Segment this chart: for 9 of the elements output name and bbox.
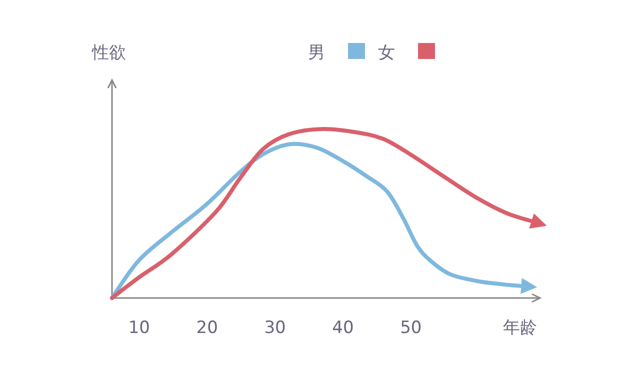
x-tick-label: 50 bbox=[400, 318, 422, 338]
y-axis-title: 性欲 bbox=[91, 43, 126, 63]
x-tick-label: 20 bbox=[196, 318, 218, 338]
x-axis-title: 年龄 bbox=[503, 318, 537, 338]
x-tick-label: 40 bbox=[332, 318, 354, 338]
legend-label: 女 bbox=[378, 43, 395, 63]
legend-label: 男 bbox=[308, 43, 325, 63]
x-tick-label: 10 bbox=[128, 318, 150, 338]
x-tick-label: 30 bbox=[264, 318, 286, 338]
